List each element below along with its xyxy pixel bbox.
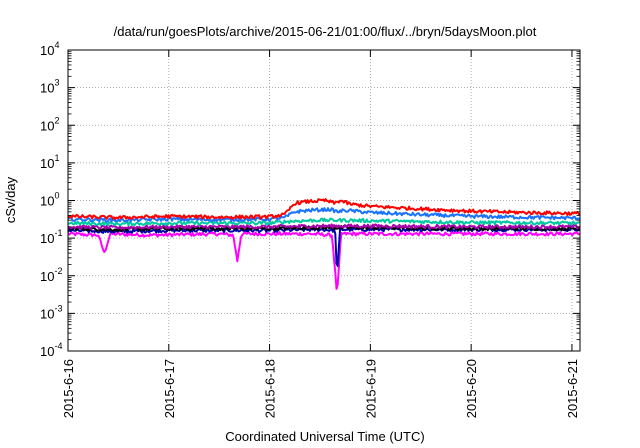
series-line-4	[67, 223, 581, 230]
y-tick-label: 104	[40, 40, 59, 58]
y-tick-label: 10-4	[40, 341, 62, 359]
x-tick-label: 2015-6-19	[363, 359, 378, 418]
y-axis-label: cSv/day	[3, 176, 18, 223]
y-tick-label: 10-3	[40, 303, 62, 321]
y-tick-label: 103	[40, 78, 59, 96]
ticks	[67, 49, 580, 352]
y-tick-labels: 10-4 10-3 10-2 10-1 100 101 102 103 104	[40, 40, 62, 359]
y-tick-label: 101	[40, 153, 59, 171]
y-tick-label: 10-2	[40, 266, 62, 284]
x-tick-label: 2015-6-20	[464, 359, 479, 418]
series-line-5	[68, 217, 581, 227]
series-line-7	[67, 198, 581, 220]
y-tick-label: 102	[40, 115, 59, 133]
x-tick-label: 2015-6-21	[565, 359, 580, 418]
series-layer	[67, 198, 581, 290]
chart-title: /data/run/goesPlots/archive/2015-06-21/0…	[114, 24, 537, 39]
y-tick-label: 100	[40, 191, 59, 209]
x-tick-labels: 2015-6-16 2015-6-17 2015-6-18 2015-6-19 2015…	[61, 359, 580, 418]
x-axis-label: Coordinated Universal Time (UTC)	[225, 429, 424, 444]
series-line-1	[67, 231, 580, 290]
y-tick-label: 10-1	[40, 228, 62, 246]
x-tick-label: 2015-6-17	[162, 359, 177, 418]
x-tick-label: 2015-6-16	[61, 359, 76, 418]
x-tick-label: 2015-6-18	[263, 359, 278, 418]
